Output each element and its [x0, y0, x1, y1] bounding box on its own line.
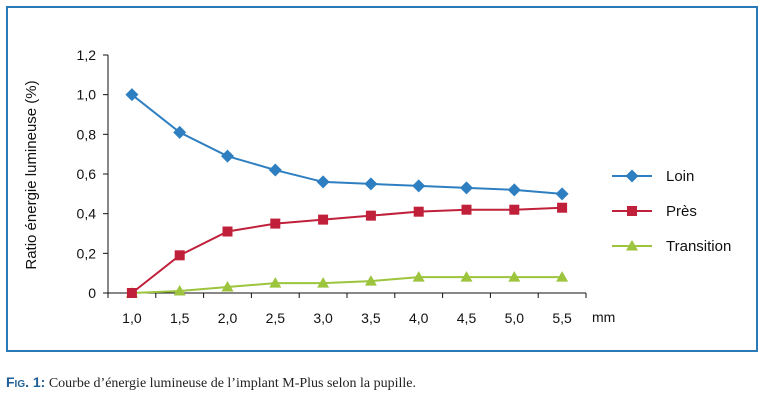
- data-point-transition: [460, 271, 473, 282]
- legend-label-loin: Loin: [666, 168, 694, 185]
- data-point-pres: [413, 206, 424, 217]
- data-point-pres: [365, 210, 376, 221]
- y-tick-label: 1,2: [77, 47, 97, 63]
- y-tick-label: 0,2: [77, 245, 97, 261]
- legend-marker-pres: [627, 206, 637, 216]
- series-line-loin: [131, 93, 563, 195]
- x-tick-label: 5,5: [552, 310, 572, 326]
- legend-label-pres: Près: [666, 203, 697, 220]
- data-point-transition: [508, 271, 521, 282]
- figure-caption: Fig. 1: Courbe d’énergie lumineuse de l’…: [6, 374, 416, 392]
- data-point-pres: [270, 218, 281, 229]
- data-point-loin: [125, 88, 139, 102]
- data-point-pres: [126, 288, 137, 298]
- data-point-transition: [556, 271, 569, 282]
- x-tick-label: 3,5: [361, 310, 381, 326]
- x-tick-label: 5,0: [505, 310, 525, 326]
- data-point-pres: [461, 204, 472, 215]
- x-tick-label: 1,5: [170, 310, 190, 326]
- data-point-transition: [364, 275, 377, 286]
- data-point-transition: [317, 277, 330, 288]
- y-tick-label: 0,8: [77, 126, 97, 142]
- y-tick-label: 0,6: [77, 166, 97, 182]
- x-tick-label: 1,0: [122, 310, 142, 326]
- data-point-loin: [507, 183, 521, 197]
- x-tick-label: 4,0: [409, 310, 429, 326]
- data-point-pres: [509, 204, 520, 215]
- data-point-transition: [412, 271, 425, 282]
- series-line-pres: [131, 206, 563, 294]
- y-tick-label: 1,0: [77, 87, 97, 103]
- data-point-loin: [364, 177, 378, 191]
- data-point-loin: [268, 163, 282, 177]
- data-point-pres: [174, 250, 185, 261]
- data-point-loin: [412, 179, 426, 193]
- legend-marker-loin: [625, 169, 639, 183]
- data-point-pres: [557, 202, 568, 213]
- data-point-transition: [269, 277, 282, 288]
- data-point-transition: [221, 281, 234, 292]
- x-tick-label: 2,5: [266, 310, 286, 326]
- legend-label-transition: Transition: [666, 238, 731, 255]
- legend-marker-transition: [626, 240, 638, 251]
- x-tick-label: 2,0: [218, 310, 238, 326]
- y-axis-title: Ratio énergie lumineuse (%): [23, 80, 40, 269]
- data-point-loin: [221, 149, 234, 163]
- data-point-loin: [555, 187, 569, 201]
- x-tick-label: 4,5: [457, 310, 477, 326]
- series-line-transition: [131, 276, 563, 294]
- data-point-loin: [173, 125, 187, 139]
- data-point-loin: [316, 175, 330, 189]
- data-point-transition: [173, 285, 186, 296]
- y-tick-label: 0,4: [77, 206, 97, 222]
- caption-text: Courbe d’énergie lumineuse de l’implant …: [45, 376, 417, 391]
- x-tick-label: 3,0: [313, 310, 333, 326]
- x-axis-unit-label: mm: [592, 309, 615, 325]
- line-chart: Ratio énergie lumineuse (%) mm 0 0,2 0,4 0,…: [23, 47, 731, 326]
- y-tick-label: 0: [88, 285, 96, 301]
- data-point-pres: [318, 214, 329, 225]
- caption-label: Fig. 1:: [6, 374, 46, 390]
- data-point-loin: [460, 181, 473, 195]
- data-point-pres: [222, 226, 233, 237]
